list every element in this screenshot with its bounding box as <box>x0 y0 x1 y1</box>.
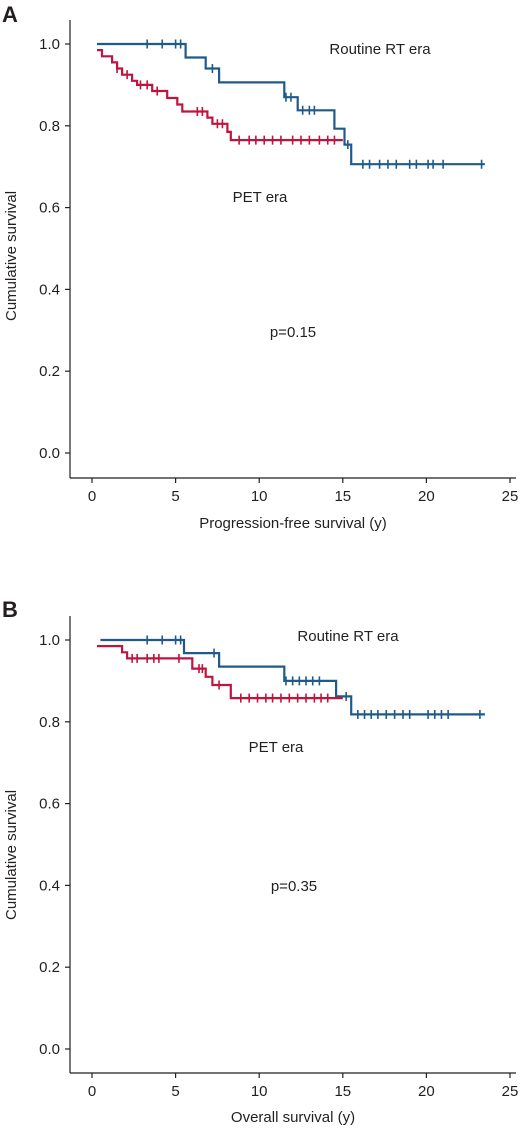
panel-a-y-tick-label: 0.4 <box>39 281 60 298</box>
panel-b: B 0.0 0.2 0.4 0.6 0.8 1.0 0 5 10 15 20 25 Cumulativ… <box>2 597 518 1126</box>
panel-b-ylabel: Cumulative survival <box>3 790 20 920</box>
panel-a-letter: A <box>2 2 18 27</box>
panel-a-xlabel: Progression-free survival (y) <box>199 515 387 532</box>
panel-b-y-tick-label: 1.0 <box>39 632 60 649</box>
panel-a-x-tick-label: 10 <box>251 488 268 505</box>
panel-b-x-tick-label: 10 <box>251 1083 268 1100</box>
panel-b-pet-label: PET era <box>249 739 304 756</box>
panel-b-x-tick-label: 15 <box>334 1083 351 1100</box>
panel-a-y-tick-label: 0.2 <box>39 363 60 380</box>
panel-a-y-tick-label: 1.0 <box>39 36 60 53</box>
panel-b-routine-curve <box>100 638 485 716</box>
panel-a-pet-curve <box>97 49 343 142</box>
panel-b-y-tick-label: 0.4 <box>39 877 60 894</box>
panel-a-y-tick-label: 0.0 <box>39 445 60 462</box>
panel-b-letter: B <box>2 597 18 622</box>
panel-a-x-tick-label: 25 <box>502 488 519 505</box>
panel-b-y-tick-label: 0.6 <box>39 796 60 813</box>
panel-b-x-tick-label: 25 <box>502 1083 519 1100</box>
panel-a: A 0.0 0.2 0.4 0.6 0.8 1.0 0 5 10 15 20 25 Cumulativ… <box>2 2 518 532</box>
panel-b-p-value: p=0.35 <box>271 878 317 895</box>
panel-b-x-tick-label: 0 <box>88 1083 96 1100</box>
panel-a-routine-curve <box>97 42 485 166</box>
panel-b-x-tick-label: 20 <box>418 1083 435 1100</box>
panel-b-y-tick-label: 0.0 <box>39 1041 60 1058</box>
panel-b-routine-label: Routine RT era <box>297 628 399 645</box>
panel-a-x-tick-label: 20 <box>418 488 435 505</box>
panel-a-y-tick-label: 0.8 <box>39 118 60 135</box>
panel-a-x-tick-label: 15 <box>334 488 351 505</box>
panel-a-p-value: p=0.15 <box>270 324 316 341</box>
panel-a-pet-label: PET era <box>233 189 288 206</box>
panel-a-marks: 0.0 0.2 0.4 0.6 0.8 1.0 0 5 10 15 20 25 <box>39 20 518 505</box>
panel-a-x-tick-label: 5 <box>171 488 179 505</box>
panel-a-routine-label: Routine RT era <box>329 41 431 58</box>
panel-a-x-tick-label: 0 <box>88 488 96 505</box>
panel-b-xlabel: Overall survival (y) <box>231 1109 355 1126</box>
panel-a-ylabel: Cumulative survival <box>3 191 20 321</box>
panel-b-y-tick-label: 0.2 <box>39 959 60 976</box>
panel-b-marks: 0.0 0.2 0.4 0.6 0.8 1.0 0 5 10 15 20 25 <box>39 616 518 1100</box>
panel-b-x-tick-label: 5 <box>171 1083 179 1100</box>
panel-a-y-tick-label: 0.6 <box>39 200 60 217</box>
panel-b-y-tick-label: 0.8 <box>39 714 60 731</box>
